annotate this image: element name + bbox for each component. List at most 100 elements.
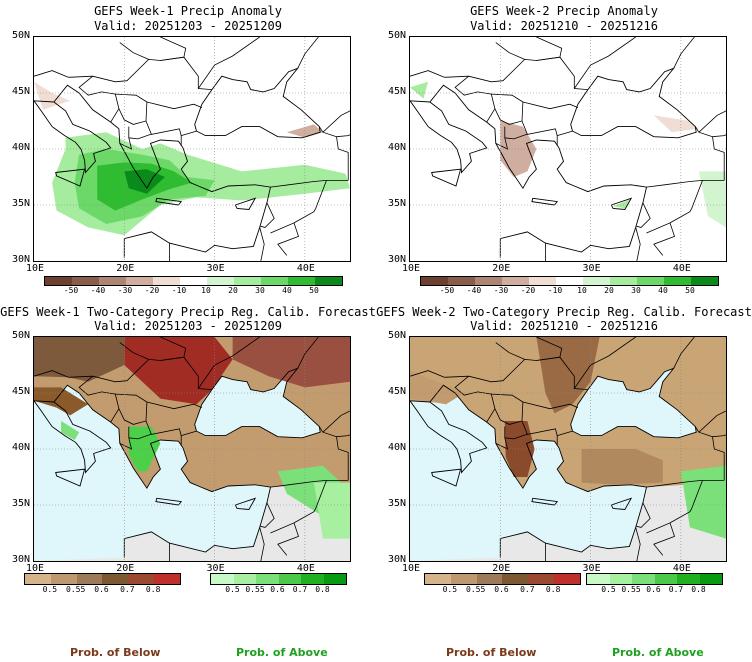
lat-label: 45N (387, 86, 406, 97)
coastline (55, 168, 86, 187)
panel-valid: Valid: 20251210 - 20251216 (470, 319, 658, 333)
lat-label: 40N (11, 442, 30, 453)
country-border (454, 75, 496, 123)
colorbar-swatch (609, 574, 632, 584)
colorbar-swatch (529, 277, 556, 285)
lat-label: 35N (387, 498, 406, 509)
lat-label: 30N (387, 254, 406, 265)
country-border (336, 136, 349, 181)
coastline (570, 67, 697, 139)
colorbar-tick-label: -30 (117, 286, 133, 295)
map-frame (33, 336, 351, 562)
colorbar-tick-label: 50 (685, 286, 695, 295)
country-border (410, 370, 445, 378)
map-frame (409, 36, 727, 262)
above-colorbar (210, 573, 347, 585)
country-border (694, 426, 726, 438)
colorbar-tick-label: 30 (631, 286, 641, 295)
colorbar-swatch (256, 574, 279, 584)
colorbar-tick-label: 0.7 (120, 585, 135, 594)
country-border (536, 37, 563, 61)
country-border (495, 126, 509, 150)
colorbar-tick-label: 20 (228, 286, 238, 295)
map-canvas (34, 337, 350, 561)
country-border (160, 337, 187, 361)
coastline (410, 400, 488, 474)
colorbar-swatch (315, 277, 342, 285)
country-border (495, 42, 525, 60)
colorbar-swatch (288, 277, 315, 285)
anomaly-blob (613, 199, 631, 209)
colorbar-tick-label: 0.6 (494, 585, 509, 594)
colorbar-tick-label: 0.5 (442, 585, 458, 594)
lat-label: 45N (11, 386, 30, 397)
lon-label: 40E (296, 563, 315, 574)
colorbar-swatch (654, 574, 677, 584)
country-border (270, 222, 300, 256)
coastline (570, 367, 697, 439)
colorbar-swatch (154, 574, 180, 584)
lon-label: 40E (296, 263, 315, 274)
lon-label: 10E (25, 263, 45, 274)
colorbar-tick-label: 10 (201, 286, 211, 295)
lon-label: 30E (206, 563, 225, 574)
mediterranean-sea (34, 385, 350, 561)
country-border (673, 37, 695, 69)
map-canvas (34, 37, 350, 261)
anomaly-colorbar (44, 276, 343, 286)
lat-label: 50N (387, 330, 406, 341)
colorbar-tick-label: 0.8 (545, 585, 561, 594)
colorbar-tick-label: 0.7 (520, 585, 535, 594)
country-border (197, 337, 260, 389)
colorbar-swatch (234, 277, 261, 285)
panel-title: GEFS Week-2 Two-Category Precip Reg. Cal… (376, 305, 752, 319)
colorbar-tick-label: 0.55 (621, 585, 641, 594)
country-border (712, 436, 725, 481)
country-border (646, 179, 725, 188)
lon-label: 10E (401, 563, 421, 574)
lon-label: 20E (116, 563, 135, 574)
coastline (410, 100, 488, 174)
country-border (259, 227, 265, 261)
country-border (297, 37, 319, 69)
colorbar-swatch (502, 574, 529, 584)
colorbar-tick-label: 0.6 (94, 585, 109, 594)
colorbar-swatch (211, 574, 234, 584)
coastline (610, 197, 633, 210)
panel-title: GEFS Week-1 Two-Category Precip Reg. Cal… (0, 305, 376, 319)
below-patch (34, 387, 89, 416)
lat-label: 40N (387, 142, 406, 153)
coastline (34, 400, 112, 474)
anomaly-blob (34, 81, 71, 110)
country-border (68, 56, 212, 90)
panel-week2-calibrated: GEFS Week-2 Two-Category Precip Reg. Cal… (376, 300, 752, 662)
colorbar-swatch (99, 277, 126, 285)
panel-title: GEFS Week-1 Precip Anomaly (94, 4, 282, 18)
colorbar-swatch (475, 277, 502, 285)
country-border (68, 356, 212, 390)
country-border (669, 480, 703, 524)
colorbar-tick-label: 0.8 (145, 585, 161, 594)
country-border (336, 436, 349, 481)
below-patch (124, 337, 233, 405)
country-border (646, 222, 676, 256)
colorbar-tick-label: -50 (439, 286, 455, 295)
colorbar-swatch (476, 574, 503, 584)
lat-label: 45N (387, 386, 406, 397)
colorbar-tick-label: 50 (309, 286, 319, 295)
country-border (318, 426, 350, 438)
lon-label: 10E (25, 563, 45, 574)
country-border (322, 110, 350, 133)
panel-week2-anomaly: GEFS Week-2 Precip Anomaly Valid: 202512… (376, 0, 752, 300)
country-border (573, 337, 636, 389)
below-colorbar (424, 573, 581, 585)
colorbar-swatch (25, 574, 51, 584)
colorbar-tick-label: 0.55 (245, 585, 265, 594)
panel-valid: Valid: 20251203 - 20251209 (94, 319, 282, 333)
country-border (34, 70, 69, 78)
colorbar-swatch (102, 574, 129, 584)
above-patch (128, 426, 161, 472)
lat-label: 35N (11, 198, 30, 209)
lon-label: 30E (582, 563, 601, 574)
country-border (444, 56, 588, 90)
